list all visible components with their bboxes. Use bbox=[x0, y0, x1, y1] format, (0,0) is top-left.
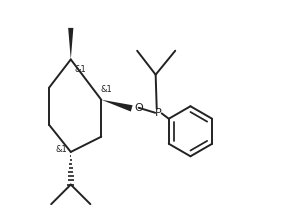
Text: &1: &1 bbox=[100, 85, 112, 94]
Text: &1: &1 bbox=[55, 145, 67, 154]
Polygon shape bbox=[101, 100, 133, 111]
Text: P: P bbox=[155, 108, 161, 118]
Text: O: O bbox=[134, 103, 143, 113]
Text: &1: &1 bbox=[75, 65, 86, 74]
Polygon shape bbox=[68, 28, 73, 59]
